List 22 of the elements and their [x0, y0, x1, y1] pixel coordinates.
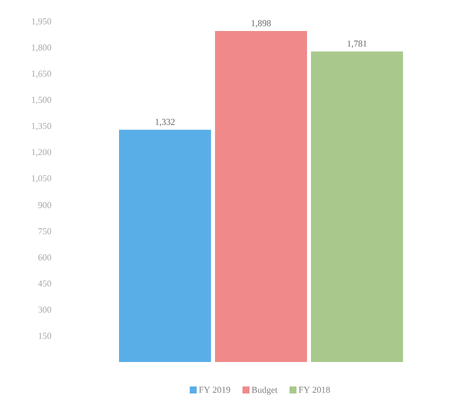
legend-label: FY 2019	[199, 386, 230, 393]
bar	[119, 130, 212, 362]
y-tick-label: 1,200	[32, 149, 52, 156]
y-tick-label: 1,800	[32, 44, 52, 52]
bar	[311, 51, 403, 362]
y-tick-label: 600	[38, 254, 52, 260]
data-label: 1,332	[156, 118, 175, 126]
y-tick-label: 450	[38, 280, 52, 287]
y-tick-label: 900	[38, 202, 52, 208]
y-tick-label: 300	[38, 306, 52, 313]
y-tick-label: 1,050	[32, 175, 52, 183]
y-tick-label: 1,950	[32, 18, 52, 26]
y-tick-label: 1,500	[32, 96, 52, 104]
y-tick-label: 750	[38, 228, 52, 234]
y-tick-label: 150	[38, 332, 52, 339]
y-tick-label: 1,350	[32, 122, 52, 130]
data-label: 1,781	[348, 40, 367, 48]
legend-label: FY 2018	[298, 386, 330, 393]
y-tick-label: 1,650	[32, 70, 52, 78]
data-label: 1,898	[252, 20, 271, 28]
legend-label: Budget	[252, 386, 278, 395]
bar	[215, 31, 308, 362]
